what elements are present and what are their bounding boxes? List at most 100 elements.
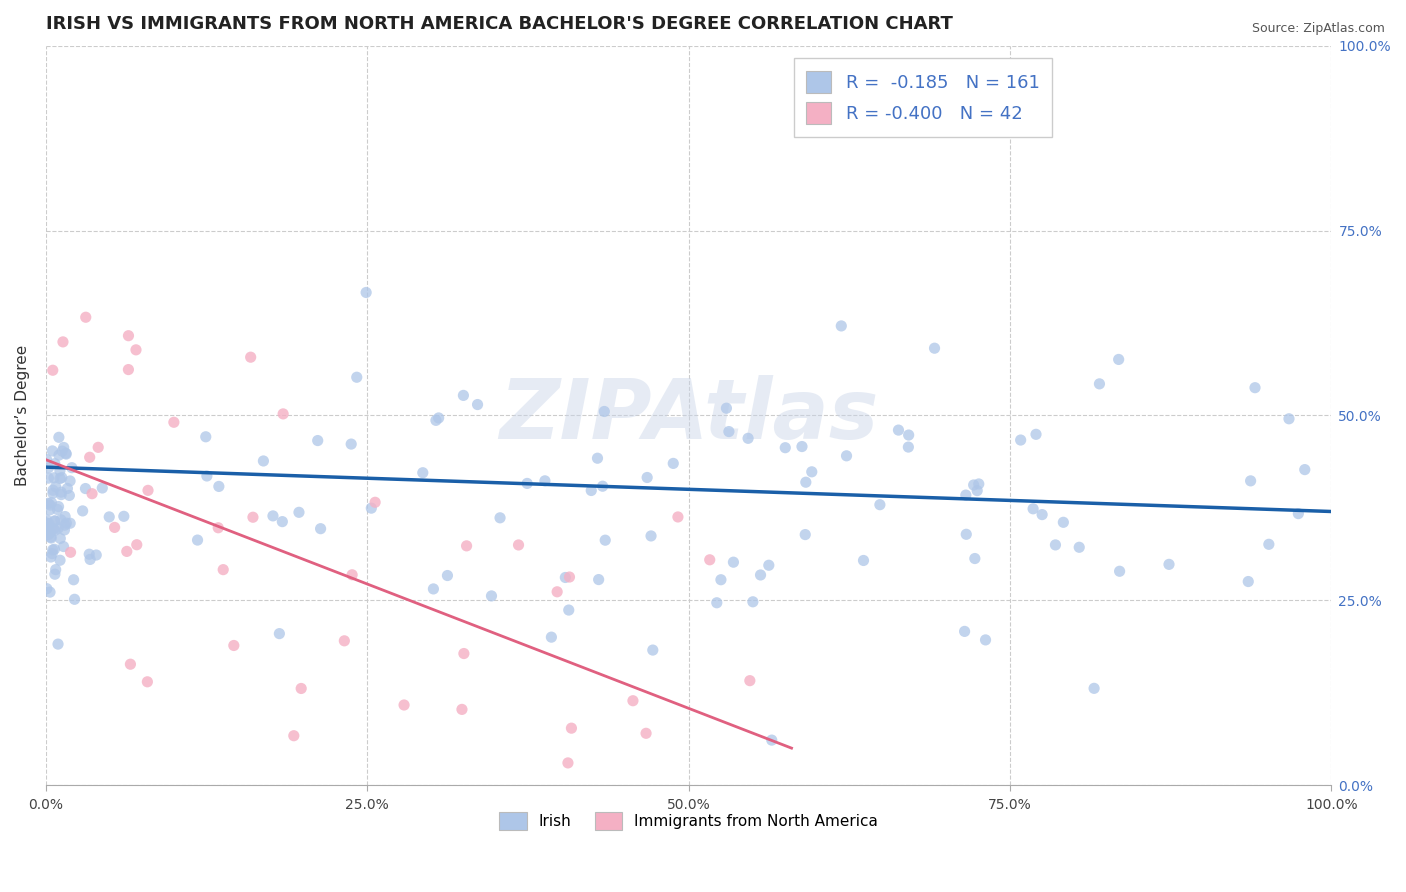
Point — [794, 475, 817, 490]
Point — [852, 553, 875, 567]
Point — [309, 522, 332, 536]
Point — [749, 568, 772, 582]
Point — [37, 527, 59, 541]
Point — [554, 570, 576, 584]
Point — [59, 516, 82, 531]
Point — [636, 726, 658, 740]
Text: Source: ZipAtlas.com: Source: ZipAtlas.com — [1251, 22, 1385, 36]
Point — [924, 341, 946, 355]
Point — [51, 485, 73, 500]
Point — [53, 518, 76, 533]
Point — [41, 547, 63, 561]
Point — [136, 483, 159, 498]
Point — [120, 657, 142, 672]
Point — [52, 441, 75, 455]
Point — [422, 582, 444, 596]
Point — [136, 674, 159, 689]
Point — [1278, 411, 1301, 425]
Point — [79, 552, 101, 566]
Point — [58, 488, 80, 502]
Point — [35, 582, 58, 596]
Point — [51, 488, 73, 502]
Point — [35, 452, 58, 467]
Point — [489, 511, 512, 525]
Point — [593, 404, 616, 418]
Point — [953, 624, 976, 639]
Point — [222, 639, 245, 653]
Point — [830, 318, 852, 333]
Point — [1052, 516, 1074, 530]
Point — [42, 483, 65, 498]
Text: ZIPAtlas: ZIPAtlas — [499, 375, 879, 456]
Point — [800, 465, 823, 479]
Point — [966, 483, 988, 498]
Point — [307, 434, 329, 448]
Point — [115, 544, 138, 558]
Point — [835, 449, 858, 463]
Point — [39, 498, 62, 512]
Point — [392, 698, 415, 712]
Point — [48, 430, 70, 444]
Point — [716, 401, 738, 416]
Point — [80, 486, 103, 500]
Point — [44, 457, 66, 471]
Point — [45, 480, 67, 494]
Point — [710, 573, 733, 587]
Point — [51, 470, 73, 484]
Point — [290, 681, 312, 696]
Point — [1069, 541, 1091, 555]
Point — [593, 533, 616, 548]
Point — [761, 733, 783, 747]
Point — [46, 502, 69, 516]
Point — [741, 595, 763, 609]
Point — [63, 592, 86, 607]
Point — [112, 509, 135, 524]
Point — [48, 500, 70, 514]
Point — [621, 694, 644, 708]
Point — [508, 538, 530, 552]
Point — [49, 553, 72, 567]
Point — [412, 466, 434, 480]
Point — [42, 363, 65, 377]
Point — [534, 474, 557, 488]
Point — [163, 415, 186, 429]
Point — [117, 362, 139, 376]
Point — [425, 413, 447, 427]
Point — [354, 285, 377, 300]
Point — [84, 548, 107, 562]
Point — [1108, 352, 1130, 367]
Point — [1083, 681, 1105, 696]
Point — [269, 626, 291, 640]
Point — [55, 446, 77, 460]
Point — [453, 647, 475, 661]
Point — [49, 532, 72, 546]
Point — [364, 495, 387, 509]
Point — [53, 509, 76, 524]
Point — [91, 481, 114, 495]
Point — [212, 563, 235, 577]
Point — [546, 584, 568, 599]
Point — [641, 643, 664, 657]
Point — [51, 444, 73, 458]
Point — [967, 477, 990, 491]
Point — [39, 525, 62, 540]
Point — [239, 350, 262, 364]
Point — [55, 447, 77, 461]
Point — [39, 530, 62, 544]
Point — [42, 542, 65, 557]
Point — [723, 555, 745, 569]
Point — [666, 510, 689, 524]
Point — [581, 483, 603, 498]
Point — [195, 469, 218, 483]
Point — [1157, 558, 1180, 572]
Point — [758, 558, 780, 573]
Point — [790, 440, 813, 454]
Point — [208, 479, 231, 493]
Point — [186, 533, 208, 547]
Point — [737, 431, 759, 445]
Point — [1239, 474, 1261, 488]
Point — [887, 423, 910, 437]
Point — [1244, 381, 1267, 395]
Point — [340, 437, 363, 451]
Point — [897, 440, 920, 454]
